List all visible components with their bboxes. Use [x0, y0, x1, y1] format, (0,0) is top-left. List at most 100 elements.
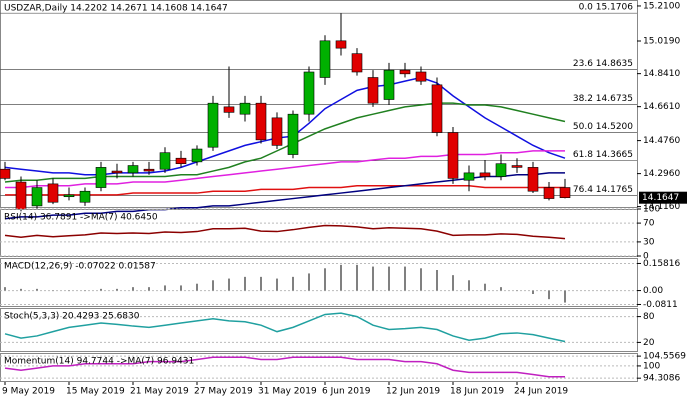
y-tick-label: 100	[643, 361, 660, 371]
y-tick-label: 14.2960	[643, 169, 680, 179]
candle-body	[367, 77, 379, 104]
candle-body	[207, 102, 219, 148]
histogram-bar	[228, 278, 230, 291]
candle-body	[511, 165, 523, 168]
y-tick-label: 14.6610	[643, 102, 680, 112]
candle-body	[271, 117, 283, 146]
histogram-bar	[244, 276, 246, 291]
candle-body	[111, 170, 123, 174]
candle-body	[303, 71, 315, 115]
candle-body	[415, 71, 427, 82]
panel-title: Momentum(14) 94.7744 ->MA(7) 96.9431	[4, 357, 194, 367]
x-tick-label: 24 Jun 2019	[514, 387, 568, 397]
candle-body	[463, 172, 475, 181]
histogram-bar	[212, 280, 214, 291]
candle-body	[383, 69, 395, 100]
candle-body	[255, 102, 267, 141]
panel-frame	[0, 308, 638, 352]
histogram-bar	[404, 266, 406, 291]
histogram-bar	[452, 275, 454, 291]
histogram-bar	[340, 264, 342, 291]
panel-title: Stoch(5,3,3) 20.4293 25.6830	[4, 312, 140, 322]
panel-title: RSI(14) 36.7891 ->MA(7) 40.6450	[4, 213, 158, 223]
candle-body	[143, 168, 155, 172]
candle-body	[543, 187, 555, 199]
fib-label: 0.0 15.1706	[579, 3, 634, 13]
candle-body	[175, 157, 187, 165]
histogram-bar	[180, 285, 182, 291]
histogram-bar	[68, 290, 70, 292]
y-tick-label: -0.0811	[643, 300, 678, 310]
fib-label: 38.2 14.6735	[573, 94, 633, 104]
histogram-bar	[100, 288, 102, 291]
histogram-bar	[4, 287, 6, 291]
histogram-bar	[484, 283, 486, 291]
candle-body	[31, 187, 43, 207]
histogram-bar	[500, 287, 502, 291]
candle-body	[527, 167, 539, 192]
x-tick-label: 6 Jun 2019	[322, 387, 371, 397]
histogram-bar	[324, 268, 326, 291]
candle-body	[63, 194, 75, 198]
last-price-label: 14.1647	[642, 193, 679, 203]
candle-body	[159, 152, 171, 170]
histogram-bar	[36, 288, 38, 291]
histogram-bar	[260, 276, 262, 291]
panel-title: USDZAR,Daily 14.2202 14.2671 14.1608 14.…	[4, 4, 228, 14]
histogram-bar	[132, 287, 134, 291]
candle-body	[79, 190, 91, 203]
indicator-line	[4, 312, 566, 343]
y-tick-label: 20	[643, 338, 655, 348]
y-tick-label: 0.00	[643, 286, 663, 296]
histogram-bar	[564, 290, 566, 303]
y-tick-label: 30	[643, 237, 655, 247]
histogram-bar	[356, 264, 358, 291]
histogram-bar	[548, 290, 550, 300]
candle-body	[479, 172, 491, 177]
y-tick-label: 14.4760	[643, 136, 680, 146]
candle-body	[335, 40, 347, 49]
fib-label: 61.8 14.3665	[573, 150, 633, 160]
moving-average	[4, 76, 566, 176]
candle-body	[0, 168, 11, 179]
histogram-bar	[516, 290, 518, 292]
histogram-bar	[292, 276, 294, 291]
indicator-line	[4, 224, 566, 240]
candle-body	[95, 167, 107, 188]
candle-body	[15, 181, 27, 210]
candle-body	[431, 84, 443, 133]
panel-frame	[0, 209, 638, 257]
panel-frame	[0, 353, 638, 382]
candle-body	[319, 40, 331, 78]
candle-body	[399, 69, 411, 75]
x-tick-label: 31 May 2019	[258, 387, 317, 397]
candle-body	[127, 165, 139, 174]
y-tick-label: 14.1160	[643, 202, 680, 212]
histogram-bar	[420, 268, 422, 291]
x-tick-label: 12 Jun 2019	[386, 387, 440, 397]
histogram-bar	[532, 290, 534, 294]
fib-label: 50.0 14.5200	[573, 122, 633, 132]
candle-body	[559, 187, 571, 199]
histogram-bar	[372, 266, 374, 291]
panel-title: MACD(12,26,9) -0.07022 0.01587	[4, 262, 156, 272]
candle-body	[223, 106, 235, 113]
x-tick-label: 9 May 2019	[2, 387, 55, 397]
y-tick-label: 15.2100	[643, 1, 680, 11]
candle-body	[351, 53, 363, 73]
fib-label: 23.6 14.8635	[573, 59, 633, 69]
histogram-bar	[388, 266, 390, 291]
histogram-bar	[20, 288, 22, 291]
y-tick-label: 104.5569	[643, 352, 686, 362]
histogram-bar	[276, 278, 278, 291]
x-tick-label: 21 May 2019	[130, 387, 189, 397]
x-tick-label: 27 May 2019	[194, 387, 253, 397]
moving-average	[5, 150, 565, 189]
moving-average	[5, 184, 565, 196]
panel-frame	[0, 0, 638, 208]
histogram-bar	[116, 288, 118, 291]
candle-body	[239, 102, 251, 115]
candle-body	[191, 148, 203, 163]
